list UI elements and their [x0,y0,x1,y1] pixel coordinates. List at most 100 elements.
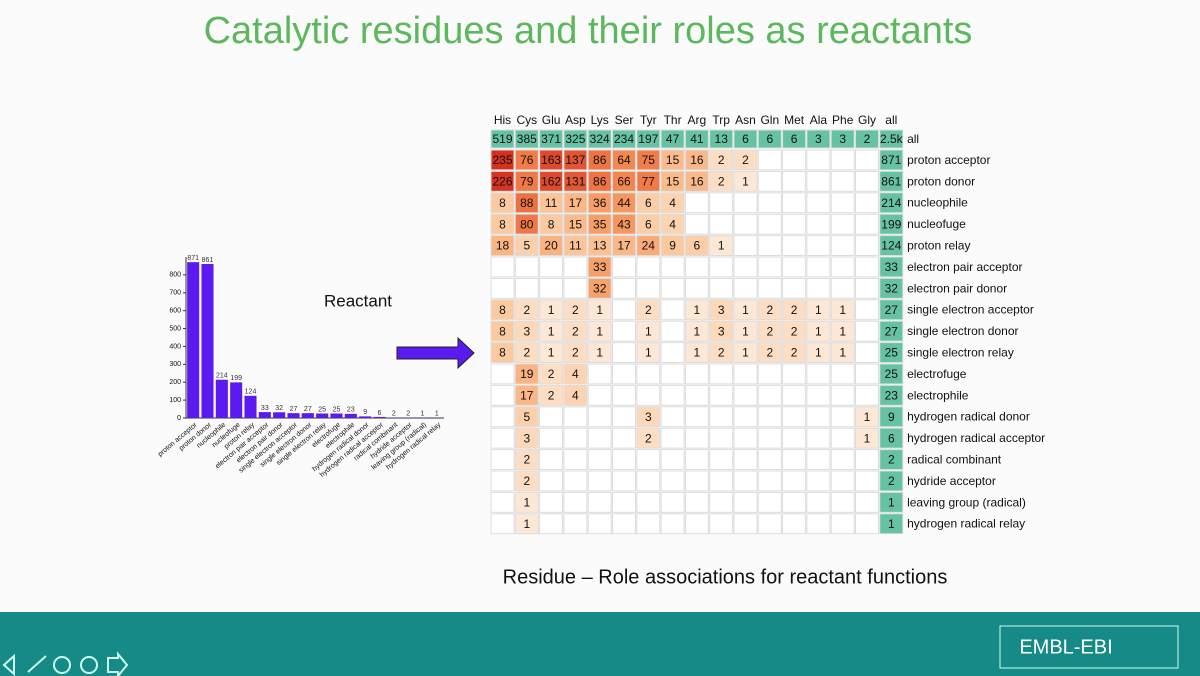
cell [612,170,636,192]
cell-value: 2 [572,303,579,317]
cell [830,170,855,192]
y-tick-label: 200 [169,379,181,386]
cell [879,449,904,471]
cell [782,384,807,406]
header-count: 519 [492,132,512,146]
cell-value: 8 [499,346,506,360]
row-total: 23 [885,389,899,403]
cell [539,427,564,449]
cell-value: 2 [523,453,530,467]
cell [636,129,661,149]
cell [563,299,588,321]
cell [563,449,588,471]
bar [344,413,357,418]
row-total: 32 [885,282,899,296]
row-label: nucleophile [907,196,968,210]
row-total: 214 [881,196,901,210]
cell [684,406,709,428]
cell [782,256,807,278]
y-tick-label: 300 [169,361,181,368]
cell [855,406,879,428]
row-total: 2 [888,474,895,488]
cell [563,235,588,257]
nav-menu[interactable] [53,656,71,674]
cell [757,277,782,299]
cell [684,491,709,513]
cell [684,299,709,321]
cell [636,342,661,364]
cell [709,320,734,342]
cell [612,299,636,321]
cell [757,299,782,321]
cell [660,406,685,428]
cell [806,427,831,449]
cell [539,491,564,513]
cell [636,277,661,299]
nav-more[interactable] [80,656,98,674]
cell [733,363,758,385]
cell [757,384,782,406]
cell [709,470,734,492]
cell-value: 43 [617,217,631,231]
cell [636,406,661,428]
cell [490,277,515,299]
cell [587,513,612,535]
y-tick-label: 0 [177,415,181,422]
column-header: Asn [735,113,756,127]
cell [660,170,685,192]
cell [514,363,539,385]
cell-value: 2 [791,324,798,338]
cell [733,491,758,513]
cell-value: 1 [864,431,871,445]
column-header: Cys [516,113,537,127]
cell-value: 1 [548,346,555,360]
cell [563,170,588,192]
header-count: 41 [690,132,704,146]
nav-icons[interactable] [2,651,129,676]
row-label: proton acceptor [907,153,990,167]
cell-value: 6 [645,217,652,231]
value-label: 9 [363,409,367,416]
cell-value: 80 [520,217,534,231]
row-total: 27 [885,303,899,317]
cell-value: 1 [742,175,749,189]
cell [514,449,539,471]
cell-value: 1 [815,346,822,360]
value-label: 6 [378,410,382,417]
bar [301,413,314,418]
cell [636,427,661,449]
cell [855,149,879,171]
cell [612,129,636,149]
cell-value: 16 [690,153,704,167]
cell-value: 1 [718,239,725,253]
nav-forward[interactable] [107,651,129,676]
nav-back[interactable] [2,653,15,676]
cell [830,449,855,471]
cell [587,235,612,257]
cell [563,384,588,406]
cell [684,129,709,149]
cell [879,491,904,513]
cell-value: 2 [523,474,530,488]
cell [757,427,782,449]
cell [830,256,855,278]
cell [684,235,709,257]
row-label: hydrogen radical relay [907,517,1025,531]
header-count: 324 [590,132,610,146]
cell [879,427,904,449]
cell [684,363,709,385]
cell [490,363,515,385]
nav-pen[interactable] [27,655,47,673]
cell [514,299,539,321]
reactant-label: Reactant [324,291,392,310]
cell [539,277,564,299]
arrow [396,336,475,370]
cell [782,170,807,192]
row-label: single electron donor [907,324,1018,338]
row-label: proton donor [907,174,975,188]
cell [757,213,782,235]
cell-value: 162 [541,175,561,189]
cell-value: 1 [548,303,555,317]
cell [806,256,831,278]
cell [782,149,807,171]
